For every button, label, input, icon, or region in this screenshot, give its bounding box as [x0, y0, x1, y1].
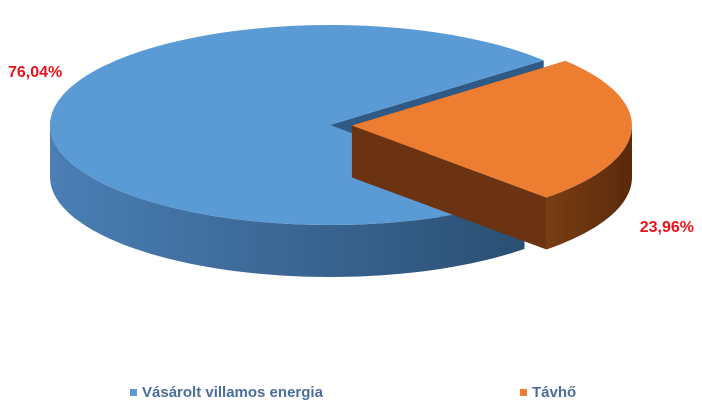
slice: [351, 60, 632, 198]
legend-label: Távhő: [532, 384, 576, 401]
legend-label: Vásárolt villamos energia: [142, 384, 324, 401]
legend-swatch: [520, 389, 527, 396]
slice-side: [546, 125, 632, 250]
legend-swatch: [130, 389, 137, 396]
data-label: 23,96%: [640, 219, 694, 236]
slice-cut-face: [351, 125, 547, 250]
data-label: 76,04%: [8, 64, 62, 81]
slice-side: [50, 125, 525, 277]
